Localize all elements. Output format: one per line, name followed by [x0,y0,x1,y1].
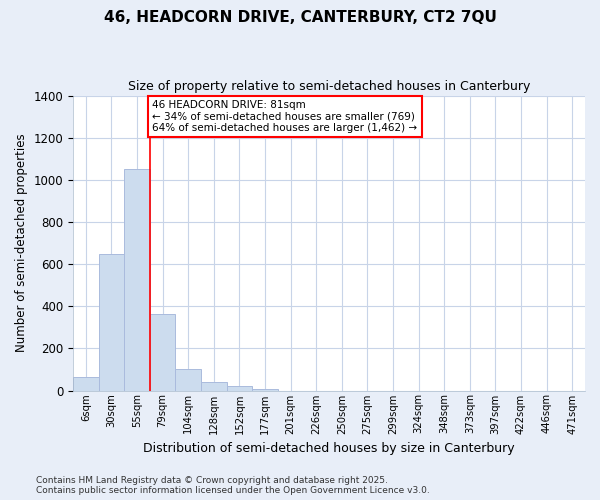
Bar [227,386,252,390]
Bar [201,382,227,390]
X-axis label: Distribution of semi-detached houses by size in Canterbury: Distribution of semi-detached houses by … [143,442,515,455]
Y-axis label: Number of semi-detached properties: Number of semi-detached properties [15,134,28,352]
Title: Size of property relative to semi-detached houses in Canterbury: Size of property relative to semi-detach… [128,80,530,93]
Text: 46, HEADCORN DRIVE, CANTERBURY, CT2 7QU: 46, HEADCORN DRIVE, CANTERBURY, CT2 7QU [104,10,496,25]
Bar [98,254,124,390]
Text: Contains HM Land Registry data © Crown copyright and database right 2025.
Contai: Contains HM Land Registry data © Crown c… [36,476,430,495]
Text: 46 HEADCORN DRIVE: 81sqm
← 34% of semi-detached houses are smaller (769)
64% of : 46 HEADCORN DRIVE: 81sqm ← 34% of semi-d… [152,100,418,133]
Bar [73,377,98,390]
Bar [124,170,150,390]
Bar [175,370,201,390]
Bar [150,314,175,390]
